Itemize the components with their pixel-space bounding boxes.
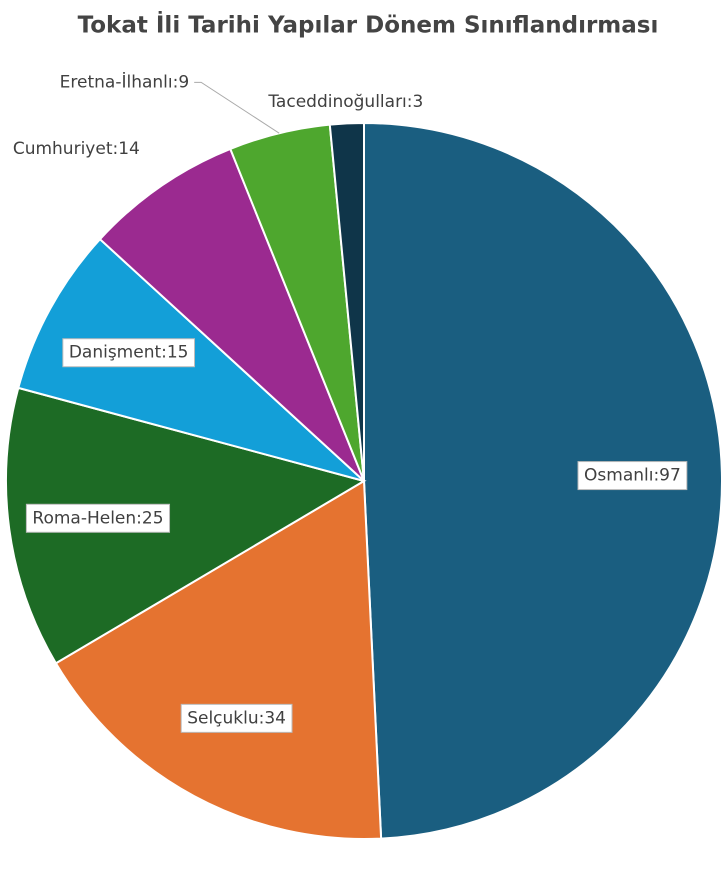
data-label: Taceddinoğulları:3 bbox=[267, 92, 423, 112]
data-label-box bbox=[577, 461, 688, 491]
pie-slice bbox=[328, 121, 365, 482]
data-label-group: Selçuklu:34 bbox=[180, 703, 293, 733]
chart-title: Tokat İli Tarihi Yapılar Dönem Sınıfland… bbox=[78, 11, 659, 39]
pie-slice bbox=[5, 386, 367, 665]
data-label: Roma-Helen:25 bbox=[32, 508, 163, 528]
leader-line bbox=[194, 81, 280, 134]
data-label: Osmanlı:97 bbox=[584, 466, 681, 486]
pie-slice bbox=[98, 147, 365, 482]
data-label: Eretna-İlhanlı:9 bbox=[60, 71, 190, 92]
pie-slice bbox=[54, 479, 383, 840]
data-label-group: Roma-Helen:25 bbox=[25, 503, 171, 533]
data-label-group: Osmanlı:97 bbox=[577, 461, 688, 491]
data-label-box bbox=[25, 503, 171, 533]
data-label: Selçuklu:34 bbox=[187, 708, 286, 728]
data-label-group: Danişment:15 bbox=[62, 338, 196, 368]
data-label: Cumhuriyet:14 bbox=[13, 139, 140, 159]
data-label-box bbox=[62, 338, 196, 368]
data-label: Danişment:15 bbox=[69, 343, 189, 363]
data-label-box bbox=[180, 703, 293, 733]
